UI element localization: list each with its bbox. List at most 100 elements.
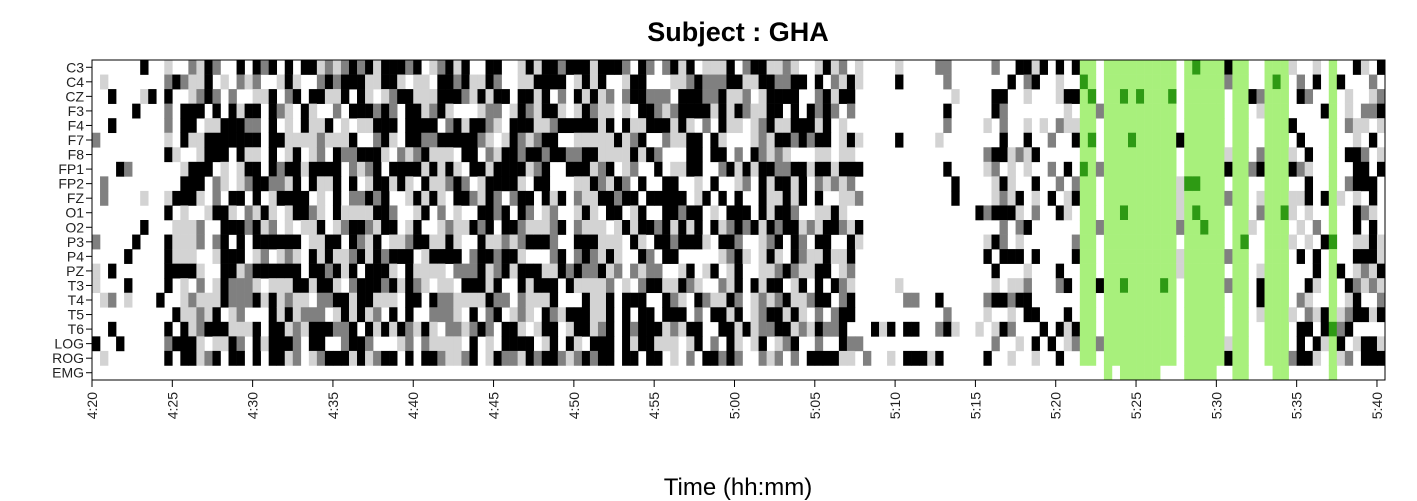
heatmap-cell — [1007, 74, 1016, 90]
heatmap-cell — [116, 336, 125, 352]
heatmap-cell — [533, 234, 543, 250]
heatmap-cell — [1192, 336, 1201, 352]
heatmap-cell — [413, 103, 422, 119]
heatmap-cell — [1328, 350, 1338, 366]
heatmap-cell — [429, 89, 438, 104]
heatmap-cell — [316, 249, 326, 264]
heatmap-cell — [1376, 103, 1386, 119]
heatmap-cell — [445, 147, 454, 163]
heatmap-cell — [1144, 103, 1153, 119]
heatmap-cell — [1087, 89, 1097, 104]
heatmap-cell — [903, 292, 912, 308]
heatmap-cell — [1352, 205, 1362, 221]
heatmap-cell — [1376, 147, 1386, 163]
heatmap-cell — [814, 220, 824, 235]
heatmap-cell — [525, 60, 535, 75]
heatmap-cell — [1103, 103, 1113, 119]
heatmap-cell — [549, 307, 559, 323]
heatmap-cell — [252, 350, 261, 366]
heatmap-cell — [220, 147, 229, 163]
heatmap-cell — [1264, 89, 1273, 104]
heatmap-cell — [750, 103, 759, 119]
heatmap-cell — [204, 205, 213, 221]
heatmap-cell — [212, 190, 221, 206]
heatmap-cell — [1152, 147, 1161, 163]
heatmap-cell — [525, 205, 535, 221]
heatmap-cell — [1111, 176, 1121, 192]
heatmap-cell — [332, 147, 342, 163]
heatmap-cell — [1031, 74, 1040, 90]
heatmap-cell — [1328, 118, 1338, 134]
heatmap-cell — [268, 205, 278, 221]
heatmap-cell — [734, 263, 743, 279]
heatmap-cell — [726, 89, 735, 104]
heatmap-cell — [614, 60, 623, 75]
heatmap-cell — [1152, 60, 1161, 75]
heatmap-cell — [1192, 350, 1201, 366]
heatmap-cell — [742, 205, 751, 221]
heatmap-cell — [541, 176, 551, 192]
heatmap-cell — [670, 336, 679, 352]
heatmap-cell — [742, 176, 751, 192]
heatmap-cell — [718, 190, 727, 206]
heatmap-cell — [1368, 89, 1378, 104]
heatmap-cell — [148, 89, 157, 104]
heatmap-cell — [469, 249, 478, 264]
heatmap-cell — [1007, 307, 1016, 323]
heatmap-cell — [750, 278, 759, 294]
heatmap-cell — [798, 307, 808, 323]
heatmap-cell — [734, 307, 743, 323]
heatmap-cell — [991, 336, 1000, 352]
heatmap-cell — [662, 205, 671, 221]
y-tick-label: T5 — [68, 307, 85, 323]
heatmap-cell — [437, 60, 446, 75]
heatmap-cell — [1368, 132, 1378, 148]
x-tick-label: 4:25 — [164, 392, 180, 419]
heatmap-cell — [838, 292, 848, 308]
heatmap-cell — [196, 234, 205, 250]
heatmap-cell — [533, 278, 543, 294]
heatmap-cell — [895, 60, 904, 75]
heatmap-cell — [236, 118, 245, 134]
heatmap-cell — [605, 132, 615, 148]
heatmap-cell — [670, 278, 679, 294]
heatmap-cell — [477, 190, 486, 206]
heatmap-cell — [405, 103, 414, 119]
heatmap-cell — [501, 205, 510, 221]
heatmap-cell — [557, 60, 567, 75]
heatmap-cell — [509, 350, 518, 366]
heatmap-cell — [718, 161, 727, 177]
heatmap-cell — [1360, 118, 1370, 134]
heatmap-cell — [236, 176, 245, 192]
heatmap-cell — [1232, 321, 1241, 337]
heatmap-cell — [1168, 60, 1177, 75]
heatmap-cell — [734, 292, 743, 308]
heatmap-cell — [1128, 103, 1137, 119]
heatmap-cell — [1128, 205, 1137, 221]
heatmap-cell — [316, 60, 326, 75]
heatmap-cell — [1128, 190, 1137, 206]
heatmap-cell — [766, 292, 775, 308]
heatmap-cell — [357, 89, 366, 104]
heatmap-cell — [686, 205, 695, 221]
heatmap-cell — [1087, 132, 1097, 148]
heatmap-cell — [453, 89, 462, 104]
heatmap-cell — [630, 336, 639, 352]
heatmap-cell — [854, 336, 864, 352]
heatmap-cell — [758, 103, 767, 119]
heatmap-cell — [1136, 132, 1145, 148]
heatmap-cell — [662, 118, 671, 134]
heatmap-cell — [1119, 263, 1129, 279]
heatmap-cell — [549, 205, 559, 221]
heatmap-cell — [1168, 278, 1177, 294]
heatmap-cell — [469, 263, 478, 279]
heatmap-cell — [1264, 336, 1273, 352]
heatmap-cell — [373, 74, 382, 90]
heatmap-cell — [790, 132, 800, 148]
heatmap-cell — [164, 190, 173, 206]
heatmap-cell — [188, 176, 197, 192]
heatmap-cell — [622, 321, 631, 337]
heatmap-cell — [1376, 292, 1386, 308]
heatmap-cell — [461, 118, 470, 134]
heatmap-cell — [348, 307, 358, 323]
